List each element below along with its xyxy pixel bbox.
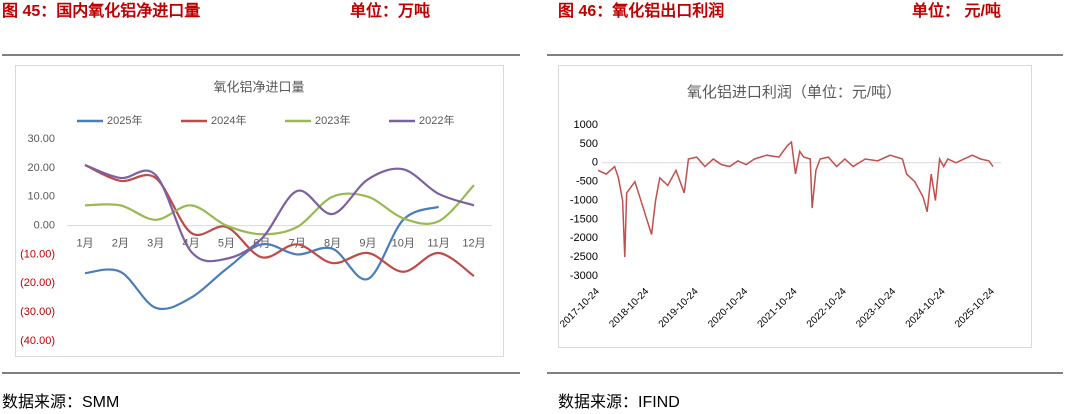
y-tick-label: (10.00) bbox=[20, 248, 55, 260]
y-tick-label: (40.00) bbox=[20, 335, 55, 347]
series-line bbox=[84, 163, 475, 277]
y-tick-label: 1000 bbox=[574, 119, 598, 131]
y-tick-label: 20.00 bbox=[27, 162, 55, 174]
x-tick-label: 3月 bbox=[147, 237, 164, 249]
series-line bbox=[597, 140, 994, 258]
legend-label: 2025年 bbox=[107, 113, 142, 127]
y-tick-label: (20.00) bbox=[20, 277, 55, 289]
x-tick-label: 10月 bbox=[392, 237, 415, 249]
figure-caption: 图 46：氧化铝出口利润 bbox=[558, 1, 724, 20]
chart-frame bbox=[558, 65, 1032, 348]
figure-unit: 单位：万吨 bbox=[350, 1, 430, 20]
x-tick-label: 8月 bbox=[324, 237, 341, 249]
chart-title: 氧化铝净进口量 bbox=[213, 79, 304, 94]
y-tick-label: 500 bbox=[580, 138, 598, 150]
x-tick-label: 1月 bbox=[76, 237, 93, 249]
x-tick-label: 12月 bbox=[462, 237, 485, 249]
y-tick-label: 30.00 bbox=[27, 133, 55, 145]
y-tick-label: -500 bbox=[576, 176, 598, 188]
x-tick-label: 2月 bbox=[112, 237, 129, 249]
series-line bbox=[84, 205, 439, 311]
x-tick-label: 5月 bbox=[218, 237, 235, 249]
y-tick-label: 0.00 bbox=[34, 219, 55, 231]
legend-label: 2022年 bbox=[419, 113, 454, 127]
series-line bbox=[84, 163, 475, 263]
legend-label: 2024年 bbox=[211, 113, 246, 127]
legend-label: 2023年 bbox=[315, 113, 350, 127]
y-tick-label: -2500 bbox=[570, 251, 598, 263]
chart-title: 氧化铝进口利润（单位：元/吨） bbox=[687, 84, 901, 101]
y-tick-label: -1500 bbox=[570, 213, 598, 225]
y-tick-label: -2000 bbox=[570, 232, 598, 244]
x-tick-label: 11月 bbox=[427, 237, 449, 249]
chart-frame bbox=[15, 65, 504, 357]
y-tick-label: -1000 bbox=[570, 194, 598, 206]
figure-caption: 图 45：国内氧化铝净进口量 bbox=[2, 1, 200, 20]
y-tick-label: (30.00) bbox=[20, 306, 55, 318]
source-note: 数据来源：SMM bbox=[2, 393, 119, 411]
source-note: 数据来源：IFIND bbox=[558, 393, 680, 411]
figure-unit: 单位： 元/吨 bbox=[912, 1, 1001, 20]
series-line bbox=[84, 184, 475, 236]
y-tick-label: 10.00 bbox=[27, 191, 55, 203]
y-tick-label: 0 bbox=[592, 157, 598, 169]
y-tick-label: -3000 bbox=[570, 270, 598, 282]
x-tick-label: 9月 bbox=[359, 237, 376, 249]
